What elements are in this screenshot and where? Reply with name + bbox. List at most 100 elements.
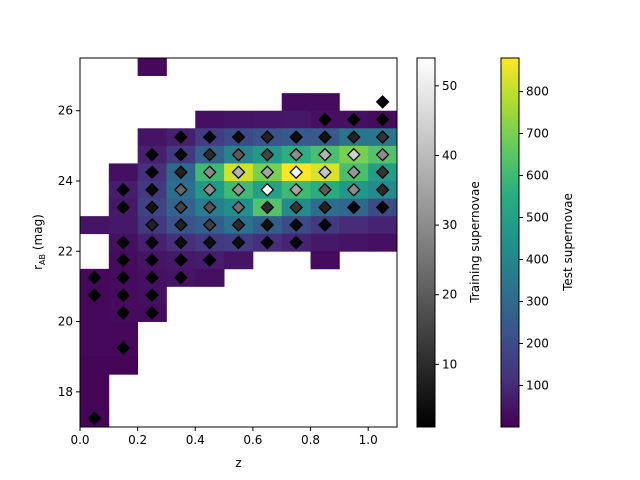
colorbar-tick-label: 400 <box>526 253 549 267</box>
training-colorbar-ticks: 10 20 30 40 50 <box>435 79 457 371</box>
training-marker <box>375 95 390 109</box>
training-marker <box>174 235 188 250</box>
training-marker <box>202 235 217 250</box>
heatmap-cell <box>195 110 225 129</box>
training-marker <box>174 147 188 162</box>
x-tick-label: 0.4 <box>186 433 205 447</box>
colorbar-tick-label: 40 <box>442 148 457 162</box>
training-marker <box>116 200 131 215</box>
training-marker <box>116 288 131 303</box>
training-marker <box>145 147 159 162</box>
training-marker <box>346 182 361 197</box>
training-marker <box>174 130 188 144</box>
heatmap-cell <box>252 110 283 129</box>
heatmap-cell <box>310 93 340 112</box>
training-marker <box>202 147 217 162</box>
training-marker <box>174 253 188 267</box>
training-marker <box>289 130 303 144</box>
training-marker <box>116 253 131 267</box>
training-marker <box>289 182 303 197</box>
training-marker <box>289 200 303 215</box>
training-marker <box>87 270 102 285</box>
training-marker <box>375 182 390 197</box>
training-marker <box>260 165 275 180</box>
training-marker <box>375 130 390 144</box>
training-marker <box>116 182 131 197</box>
training-marker <box>87 288 102 303</box>
training-marker <box>116 341 131 355</box>
y-tick-label: 26 <box>58 104 73 118</box>
training-marker <box>231 147 246 162</box>
heatmap-cell <box>108 321 139 340</box>
heatmap-cell <box>80 216 110 235</box>
training-marker <box>174 182 188 197</box>
training-marker <box>231 130 246 144</box>
training-marker <box>174 165 188 180</box>
training-marker <box>346 147 361 162</box>
x-axis-label: z <box>235 456 241 470</box>
training-marker <box>318 182 332 197</box>
training-marker <box>145 182 159 197</box>
x-tick-label: 1.0 <box>359 433 378 447</box>
colorbar-tick-label: 20 <box>442 288 457 302</box>
training-marker <box>145 218 159 232</box>
training-marker <box>145 253 159 267</box>
training-marker <box>318 130 332 144</box>
heatmap-cell <box>368 233 397 252</box>
x-tick-label: 0.8 <box>301 433 320 447</box>
y-tick-label: 18 <box>58 385 73 399</box>
training-marker <box>260 200 275 215</box>
training-marker <box>346 112 361 127</box>
training-marker <box>87 411 102 426</box>
x-tick-label: 0.2 <box>128 433 147 447</box>
heatmap-cell <box>80 391 110 410</box>
colorbar-tick-label: 300 <box>526 294 549 308</box>
colorbar-tick-label: 700 <box>526 127 549 141</box>
colorbar-tick-label: 600 <box>526 169 549 183</box>
training-marker <box>375 112 390 127</box>
training-marker <box>116 235 131 250</box>
training-marker <box>174 270 188 285</box>
test-colorbar: 100 200 300 400 500 600 700 800 Test supernovae <box>500 57 575 428</box>
y-axis-label: rAB (mag) <box>31 214 47 270</box>
training-marker <box>202 182 217 197</box>
test-colorbar-label: Test supernovae <box>561 193 575 292</box>
training-marker <box>116 305 131 320</box>
training-marker <box>375 200 390 215</box>
colorbar-tick-label: 30 <box>442 218 457 232</box>
training-marker <box>318 218 332 232</box>
heatmap-cell <box>137 58 167 76</box>
training-marker <box>202 200 217 215</box>
heatmap-cell <box>80 374 110 393</box>
training-colorbar-label: Training supernovae <box>468 181 482 304</box>
training-marker <box>375 165 390 180</box>
training-marker <box>289 165 303 180</box>
training-marker <box>318 165 332 180</box>
training-marker <box>145 200 159 215</box>
training-marker <box>202 218 217 232</box>
training-marker <box>202 253 217 267</box>
heatmap-cell <box>137 128 167 147</box>
test-colorbar-gradient <box>500 57 520 428</box>
heatmap-cell <box>310 233 340 252</box>
training-marker <box>260 130 275 144</box>
test-colorbar-ticks: 100 200 300 400 500 600 700 800 <box>519 85 549 392</box>
training-marker <box>202 165 217 180</box>
training-markers <box>87 95 390 426</box>
y-axis: 18 20 22 24 26 <box>58 104 80 399</box>
heatmap-cell <box>281 110 311 129</box>
heatmap-cell <box>339 233 369 252</box>
training-marker <box>231 218 246 232</box>
colorbar-tick-label: 50 <box>442 79 457 93</box>
colorbar-tick-label: 100 <box>526 378 549 392</box>
training-marker <box>375 147 390 162</box>
training-marker <box>202 130 217 144</box>
heatmap-cell <box>108 216 139 235</box>
heatmap-cell <box>224 110 254 129</box>
training-marker <box>145 165 159 180</box>
training-marker <box>289 147 303 162</box>
heatmap-cell <box>339 216 369 235</box>
training-marker <box>346 130 361 144</box>
training-marker <box>346 165 361 180</box>
x-axis: 0.0 0.2 0.4 0.6 0.8 1.0 <box>70 427 378 447</box>
